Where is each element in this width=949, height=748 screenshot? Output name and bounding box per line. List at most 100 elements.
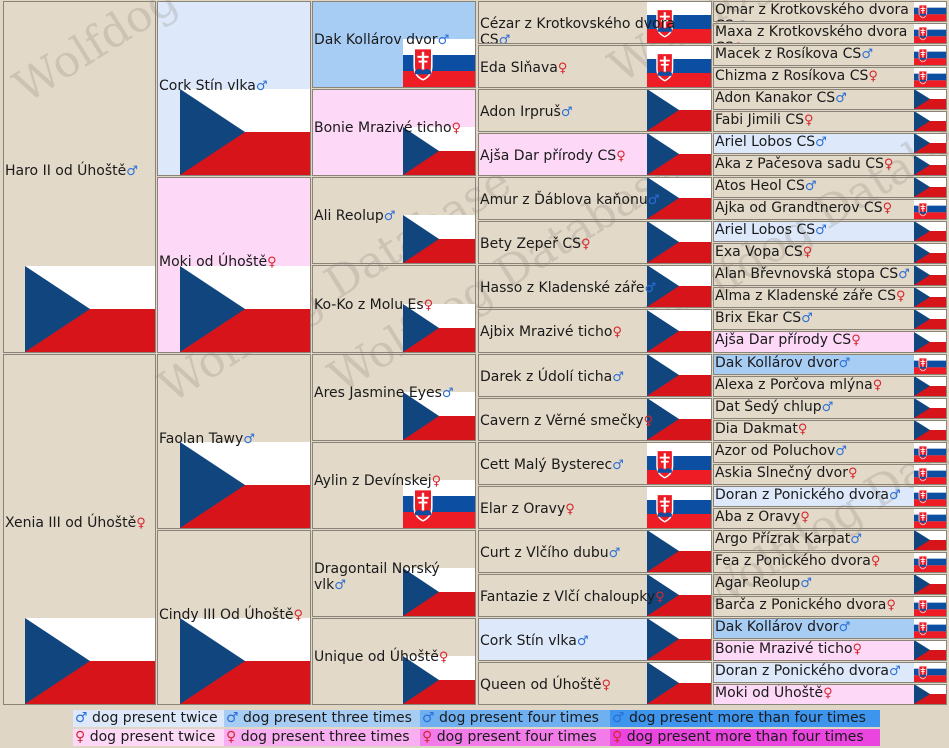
dog-name-link[interactable]: Cézar z Krotkovského dvora CS♂	[480, 16, 709, 43]
dog-cell-gen5[interactable]: Omar z Krotkovského dvora CS♂	[713, 1, 947, 22]
dog-cell-gen5[interactable]: Exa Vopa CS♀	[713, 243, 947, 264]
dog-name-link[interactable]: Exa Vopa CS♀	[715, 244, 916, 261]
dog-name-link[interactable]: Aka z Pačesova sadu CS♀	[715, 156, 916, 173]
dog-name-link[interactable]: Aba z Oravy♀	[715, 509, 916, 526]
dog-name-link[interactable]: Fantazie z Vlčí chaloupky♀	[480, 589, 709, 606]
dog-name-link[interactable]: Eda Slňava♀	[480, 60, 709, 77]
dog-name-link[interactable]: Ajbix Mrazivé ticho♀	[480, 324, 709, 341]
dog-name-link[interactable]: Alexa z Porčova mlýna♀	[715, 377, 916, 394]
dog-cell-gen1[interactable]: Haro II od Úhoště♂	[3, 1, 156, 353]
dog-cell-gen5[interactable]: Askia Slnečný dvor♀	[713, 464, 947, 485]
dog-cell-gen5[interactable]: Fabi Jimili CS♀	[713, 111, 947, 132]
dog-cell-gen5[interactable]: Chizma z Rosíkova CS♀	[713, 67, 947, 88]
dog-cell-gen2[interactable]: Faolan Tawy♂	[157, 354, 311, 529]
dog-name-link[interactable]: Atos Heol CS♂	[715, 178, 916, 195]
dog-name-link[interactable]: Curt z Vlčího dubu♂	[480, 545, 709, 562]
dog-cell-gen5[interactable]: Alan Břevnovská stopa CS♂	[713, 265, 947, 286]
dog-name-link[interactable]: Bonie Mrazivé ticho♀	[314, 120, 473, 137]
dog-cell-gen4[interactable]: Ajša Dar přírody CS♀	[478, 133, 712, 176]
dog-name-link[interactable]: Haro II od Úhoště♂	[5, 163, 153, 180]
dog-name-link[interactable]: Chizma z Rosíkova CS♀	[715, 68, 916, 85]
dog-cell-gen3[interactable]: Ali Reolup♂	[312, 177, 476, 264]
dog-cell-gen4[interactable]: Amur z Ďáblova kaňonu♂	[478, 177, 712, 220]
dog-cell-gen5[interactable]: Aba z Oravy♀	[713, 508, 947, 529]
dog-name-link[interactable]: Dak Kollárov dvor♂	[715, 355, 916, 372]
dog-cell-gen5[interactable]: Argo Přízrak Karpat♂	[713, 530, 947, 551]
dog-cell-gen5[interactable]: Alexa z Porčova mlýna♀	[713, 376, 947, 397]
dog-name-link[interactable]: Barča z Ponického dvora♀	[715, 597, 916, 614]
dog-name-link[interactable]: Aylin z Devínskej♀	[314, 473, 473, 490]
dog-name-link[interactable]: Brix Ekar CS♂	[715, 310, 916, 327]
dog-name-link[interactable]: Ariel Lobos CS♂	[715, 222, 916, 239]
dog-cell-gen4[interactable]: Bety Zepeř CS♀	[478, 221, 712, 264]
dog-name-link[interactable]: Maxa z Krotkovského dvora CS♀	[715, 24, 916, 43]
dog-name-link[interactable]: Argo Přízrak Karpat♂	[715, 531, 916, 548]
dog-name-link[interactable]: Doran z Ponického dvora♂	[715, 487, 916, 504]
dog-cell-gen4[interactable]: Cavern z Věrné smečky♀	[478, 398, 712, 441]
dog-cell-gen3[interactable]: Dragontail Norský vlk♂	[312, 530, 476, 617]
dog-name-link[interactable]: Dak Kollárov dvor♂	[715, 619, 916, 636]
dog-name-link[interactable]: Agar Reolup♂	[715, 575, 916, 592]
dog-cell-gen5[interactable]: Azor od Poluchov♂	[713, 442, 947, 463]
dog-cell-gen3[interactable]: Aylin z Devínskej♀	[312, 442, 476, 529]
dog-name-link[interactable]: Ali Reolup♂	[314, 208, 473, 225]
dog-name-link[interactable]: Alma z Kladenské záře CS♀	[715, 288, 916, 305]
dog-cell-gen4[interactable]: Cork Stín vlka♂	[478, 618, 712, 661]
dog-cell-gen4[interactable]: Cett Malý Bysterec♂	[478, 442, 712, 485]
dog-name-link[interactable]: Darek z Údolí ticha♂	[480, 369, 709, 386]
dog-cell-gen5[interactable]: Barča z Ponického dvora♀	[713, 596, 947, 617]
dog-cell-gen5[interactable]: Ajka od Grandtnerov CS♀	[713, 199, 947, 220]
dog-name-link[interactable]: Bonie Mrazivé ticho♀	[715, 641, 916, 658]
dog-cell-gen4[interactable]: Queen od Úhoště♀	[478, 662, 712, 705]
dog-name-link[interactable]: Bety Zepeř CS♀	[480, 236, 709, 253]
dog-cell-gen4[interactable]: Eda Slňava♀	[478, 45, 712, 88]
dog-name-link[interactable]: Moki od Úhoště♀	[715, 685, 916, 702]
dog-cell-gen5[interactable]: Bonie Mrazivé ticho♀	[713, 640, 947, 661]
dog-cell-gen4[interactable]: Fantazie z Vlčí chaloupky♀	[478, 574, 712, 617]
dog-cell-gen4[interactable]: Darek z Údolí ticha♂	[478, 354, 712, 397]
dog-cell-gen4[interactable]: Curt z Vlčího dubu♂	[478, 530, 712, 573]
dog-cell-gen3[interactable]: Bonie Mrazivé ticho♀	[312, 89, 476, 176]
dog-cell-gen5[interactable]: Dia Dakmat♀	[713, 420, 947, 441]
dog-cell-gen3[interactable]: Ko-Ko z Molu Es♀	[312, 265, 476, 353]
dog-cell-gen5[interactable]: Adon Kanakor CS♂	[713, 89, 947, 110]
dog-cell-gen2[interactable]: Cindy III Od Úhoště♀	[157, 530, 311, 705]
dog-name-link[interactable]: Dia Dakmat♀	[715, 421, 916, 438]
dog-cell-gen5[interactable]: Doran z Ponického dvora♂	[713, 486, 947, 507]
dog-name-link[interactable]: Doran z Ponického dvora♂	[715, 663, 916, 680]
dog-cell-gen5[interactable]: Ajša Dar přírody CS♀	[713, 331, 947, 353]
dog-cell-gen5[interactable]: Ariel Lobos CS♂	[713, 221, 947, 242]
dog-cell-gen5[interactable]: Doran z Ponického dvora♂	[713, 662, 947, 683]
dog-cell-gen5[interactable]: Agar Reolup♂	[713, 574, 947, 595]
dog-name-link[interactable]: Ajša Dar přírody CS♀	[715, 332, 916, 349]
dog-name-link[interactable]: Cork Stín vlka♂	[480, 633, 709, 650]
dog-name-link[interactable]: Moki od Úhoště♀	[159, 254, 308, 271]
dog-name-link[interactable]: Faolan Tawy♂	[159, 431, 308, 448]
dog-name-link[interactable]: Fabi Jimili CS♀	[715, 112, 916, 129]
dog-cell-gen4[interactable]: Hasso z Kladenské záře♂	[478, 265, 712, 308]
dog-name-link[interactable]: Adon Irpruš♂	[480, 104, 709, 121]
dog-cell-gen1[interactable]: Xenia III od Úhoště♀	[3, 354, 156, 705]
dog-name-link[interactable]: Unique od Úhoště♀	[314, 649, 473, 666]
dog-name-link[interactable]: Xenia III od Úhoště♀	[5, 515, 153, 532]
dog-cell-gen5[interactable]: Moki od Úhoště♀	[713, 684, 947, 705]
dog-name-link[interactable]: Ko-Ko z Molu Es♀	[314, 297, 473, 314]
dog-name-link[interactable]: Dat Šedý chlup♂	[715, 399, 916, 416]
dog-name-link[interactable]: Elar z Oravy♀	[480, 501, 709, 518]
dog-name-link[interactable]: Cavern z Věrné smečky♀	[480, 413, 709, 430]
dog-cell-gen5[interactable]: Dak Kollárov dvor♂	[713, 354, 947, 375]
dog-cell-gen5[interactable]: Maxa z Krotkovského dvora CS♀	[713, 23, 947, 44]
dog-name-link[interactable]: Ares Jasmine Eyes♂	[314, 385, 473, 402]
dog-cell-gen5[interactable]: Macek z Rosíkova CS♂	[713, 45, 947, 66]
dog-name-link[interactable]: Adon Kanakor CS♂	[715, 90, 916, 107]
dog-name-link[interactable]: Cindy III Od Úhoště♀	[159, 607, 308, 624]
dog-cell-gen5[interactable]: Dak Kollárov dvor♂	[713, 618, 947, 639]
dog-cell-gen5[interactable]: Brix Ekar CS♂	[713, 309, 947, 330]
dog-cell-gen4[interactable]: Elar z Oravy♀	[478, 486, 712, 529]
dog-name-link[interactable]: Cett Malý Bysterec♂	[480, 457, 709, 474]
dog-cell-gen5[interactable]: Dat Šedý chlup♂	[713, 398, 947, 419]
dog-name-link[interactable]: Omar z Krotkovského dvora CS♂	[715, 2, 916, 21]
dog-cell-gen2[interactable]: Cork Stín vlka♂	[157, 1, 311, 176]
dog-cell-gen4[interactable]: Adon Irpruš♂	[478, 89, 712, 132]
dog-name-link[interactable]: Fea z Ponického dvora♀	[715, 553, 916, 570]
